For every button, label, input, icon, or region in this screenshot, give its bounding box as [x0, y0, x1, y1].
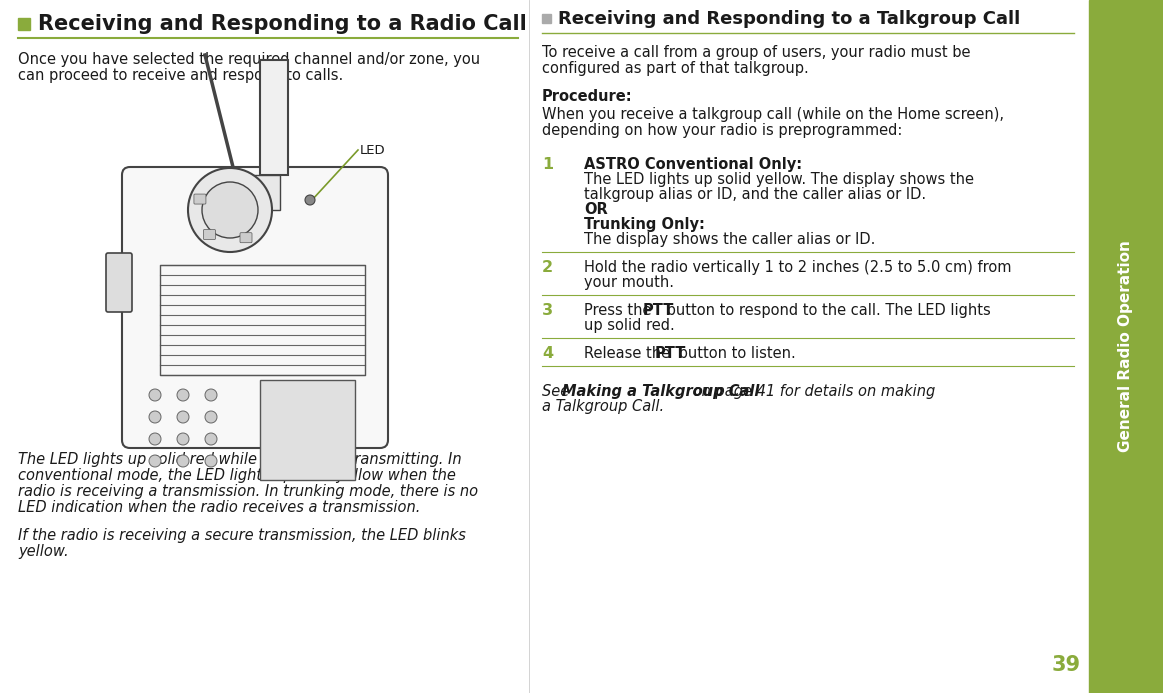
- Text: a Talkgroup Call.: a Talkgroup Call.: [542, 399, 664, 414]
- Circle shape: [149, 455, 160, 467]
- Text: When you receive a talkgroup call (while on the Home screen),: When you receive a talkgroup call (while…: [542, 107, 1004, 122]
- Text: General Radio Operation: General Radio Operation: [1119, 240, 1133, 452]
- Text: Once you have selected the required channel and/or zone, you: Once you have selected the required chan…: [17, 52, 480, 67]
- Circle shape: [188, 168, 272, 252]
- Text: Trunking Only:: Trunking Only:: [584, 217, 705, 232]
- Text: 2: 2: [542, 260, 554, 275]
- FancyBboxPatch shape: [106, 253, 131, 312]
- FancyBboxPatch shape: [194, 194, 206, 204]
- Text: OR: OR: [584, 202, 608, 217]
- Circle shape: [205, 389, 217, 401]
- Circle shape: [305, 195, 315, 205]
- Bar: [261, 60, 288, 175]
- Text: 39: 39: [1051, 655, 1080, 675]
- Text: on page 41 for details on making: on page 41 for details on making: [688, 384, 936, 399]
- Circle shape: [149, 433, 160, 445]
- Text: 1: 1: [542, 157, 554, 172]
- FancyBboxPatch shape: [204, 229, 215, 240]
- Text: button to listen.: button to listen.: [675, 346, 795, 361]
- FancyBboxPatch shape: [240, 233, 252, 243]
- Text: yellow.: yellow.: [17, 544, 69, 559]
- Text: The display shows the caller alias or ID.: The display shows the caller alias or ID…: [584, 232, 876, 247]
- Text: Receiving and Responding to a Radio Call: Receiving and Responding to a Radio Call: [38, 14, 527, 34]
- Text: PTT: PTT: [643, 303, 675, 318]
- Text: To receive a call from a group of users, your radio must be: To receive a call from a group of users,…: [542, 45, 970, 60]
- FancyBboxPatch shape: [122, 167, 388, 448]
- Text: Press the: Press the: [584, 303, 656, 318]
- Text: LED indication when the radio receives a transmission.: LED indication when the radio receives a…: [17, 500, 420, 515]
- Text: depending on how your radio is preprogrammed:: depending on how your radio is preprogra…: [542, 123, 902, 138]
- Text: The LED lights up solid yellow. The display shows the: The LED lights up solid yellow. The disp…: [584, 172, 973, 187]
- Circle shape: [177, 389, 190, 401]
- Text: ASTRO Conventional Only:: ASTRO Conventional Only:: [584, 157, 802, 172]
- Text: The LED lights up solid red while the radio is transmitting. In: The LED lights up solid red while the ra…: [17, 452, 462, 467]
- Text: Receiving and Responding to a Talkgroup Call: Receiving and Responding to a Talkgroup …: [558, 10, 1020, 28]
- Text: PTT: PTT: [655, 346, 686, 361]
- Circle shape: [205, 433, 217, 445]
- Text: can proceed to receive and respond to calls.: can proceed to receive and respond to ca…: [17, 68, 343, 83]
- Text: LED: LED: [361, 143, 386, 157]
- Text: Release the: Release the: [584, 346, 675, 361]
- Text: your mouth.: your mouth.: [584, 275, 673, 290]
- Text: radio is receiving a transmission. In trunking mode, there is no: radio is receiving a transmission. In tr…: [17, 484, 478, 499]
- Circle shape: [177, 433, 190, 445]
- Circle shape: [205, 411, 217, 423]
- Bar: [542, 14, 551, 23]
- Text: See: See: [542, 384, 573, 399]
- Circle shape: [205, 455, 217, 467]
- Circle shape: [177, 455, 190, 467]
- Bar: [250, 175, 280, 210]
- Bar: [17, 18, 30, 30]
- Text: button to respond to the call. The LED lights: button to respond to the call. The LED l…: [663, 303, 991, 318]
- Text: 4: 4: [542, 346, 554, 361]
- Bar: [160, 265, 365, 375]
- Circle shape: [177, 411, 190, 423]
- Text: 3: 3: [542, 303, 554, 318]
- Text: Procedure:: Procedure:: [542, 89, 633, 104]
- Text: Making a Talkgroup Call: Making a Talkgroup Call: [562, 384, 759, 399]
- Bar: [261, 380, 355, 480]
- Bar: [1089, 0, 1163, 693]
- Text: Hold the radio vertically 1 to 2 inches (2.5 to 5.0 cm) from: Hold the radio vertically 1 to 2 inches …: [584, 260, 1012, 275]
- Circle shape: [202, 182, 258, 238]
- Circle shape: [149, 411, 160, 423]
- Text: talkgroup alias or ID, and the caller alias or ID.: talkgroup alias or ID, and the caller al…: [584, 187, 926, 202]
- Circle shape: [149, 389, 160, 401]
- Text: If the radio is receiving a secure transmission, the LED blinks: If the radio is receiving a secure trans…: [17, 528, 466, 543]
- Text: configured as part of that talkgroup.: configured as part of that talkgroup.: [542, 61, 808, 76]
- Text: up solid red.: up solid red.: [584, 318, 675, 333]
- Text: conventional mode, the LED lights up solid yellow when the: conventional mode, the LED lights up sol…: [17, 468, 456, 483]
